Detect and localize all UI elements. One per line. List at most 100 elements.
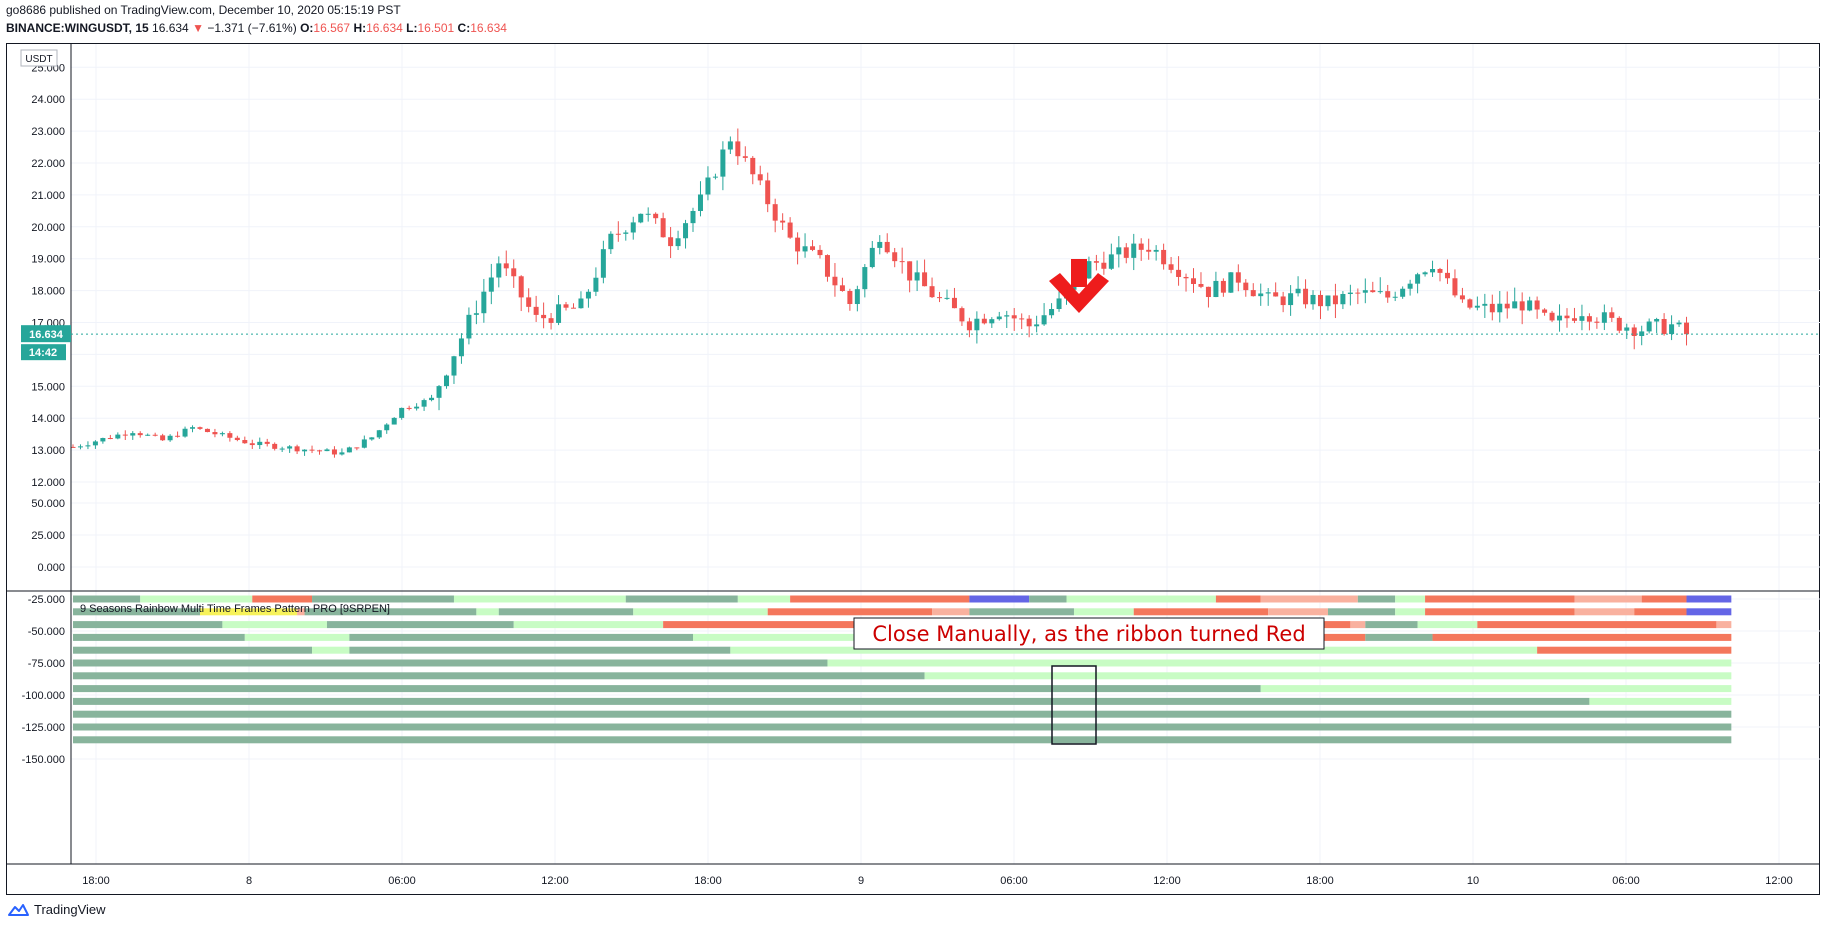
candle-body — [242, 440, 248, 444]
candle-body — [421, 400, 427, 407]
candle-body — [1280, 296, 1286, 306]
candle-body — [309, 449, 315, 451]
candle-body — [518, 276, 524, 298]
candle-body — [511, 268, 517, 277]
candle-body — [1011, 315, 1017, 319]
candle-body — [436, 386, 442, 398]
candle-body — [1519, 301, 1525, 311]
symbol-label[interactable]: BINANCE:WINGUSDT, 15 — [6, 21, 149, 35]
change-arrow-icon: ▼ — [192, 21, 204, 35]
candle-body — [817, 249, 823, 256]
candle-body — [1295, 288, 1301, 294]
candle-body — [1265, 292, 1271, 294]
candle-body — [1422, 272, 1428, 275]
highlight-box[interactable] — [1051, 665, 1097, 745]
candle-body — [1056, 298, 1062, 310]
candle-body — [675, 238, 681, 247]
candle-body — [175, 435, 181, 437]
ribbon-segment — [767, 608, 933, 616]
ribbon-segment — [1641, 595, 1687, 603]
candle-body — [1527, 300, 1533, 311]
candle-body — [578, 298, 584, 309]
candle-body — [1347, 292, 1353, 295]
candle-body — [1631, 327, 1637, 336]
candle-body — [623, 232, 629, 234]
ribbon-segment — [1365, 621, 1418, 629]
candle-body — [869, 247, 875, 268]
high-label: H: — [353, 21, 367, 35]
candle-body — [182, 428, 188, 437]
close-label: C: — [457, 21, 471, 35]
candle-body — [541, 314, 547, 319]
ribbon-segment — [1260, 595, 1358, 603]
candle-body — [122, 434, 128, 436]
candle-body — [951, 297, 957, 309]
candle-body — [1303, 288, 1309, 305]
candle-body — [406, 407, 412, 409]
candle-body — [1034, 324, 1040, 327]
candle-body — [937, 297, 943, 299]
currency-badge[interactable]: USDT — [20, 49, 58, 67]
candle-body — [690, 210, 696, 224]
candle-body — [922, 272, 928, 287]
high-value: 16.634 — [366, 21, 403, 35]
candle-body — [802, 246, 808, 252]
countdown-label: 14:42 — [29, 347, 57, 359]
candle-body — [735, 141, 741, 157]
candle-body — [1415, 274, 1421, 284]
candle-body — [757, 174, 763, 181]
candle-body — [167, 435, 173, 441]
candle-body — [399, 407, 405, 418]
ribbon-segment — [498, 608, 634, 616]
candle-body — [1444, 272, 1450, 279]
ribbon-segment — [1716, 621, 1732, 629]
candle-body — [974, 318, 980, 331]
candle-body — [1243, 282, 1249, 291]
candle-body — [787, 222, 793, 238]
candle-body — [1108, 254, 1114, 269]
low-label: L: — [406, 21, 418, 35]
candle-body — [369, 437, 375, 440]
candle-body — [444, 375, 449, 387]
ribbon-segment — [1537, 646, 1732, 654]
candle-body — [824, 255, 830, 277]
candle-body — [279, 448, 285, 450]
candle-body — [473, 313, 479, 315]
ribbon-segment — [1073, 608, 1134, 616]
candle-body — [1161, 249, 1167, 265]
candle-body — [503, 263, 509, 269]
ribbon-segment — [349, 633, 694, 641]
candle-body — [197, 427, 203, 429]
time-tick-label: 12:00 — [1765, 875, 1793, 887]
candle-body — [1153, 249, 1159, 252]
candle-body — [660, 218, 666, 238]
ribbon-segment — [326, 621, 514, 629]
indicator-name[interactable]: 9 Seasons Rainbow Multi Time Frames Patt… — [80, 603, 390, 615]
annotation-callout[interactable]: Close Manually, as the ribbon turned Red — [853, 617, 1325, 650]
price-tick-label: 13.000 — [31, 445, 65, 457]
candle-body — [727, 141, 733, 150]
candle-body — [1213, 280, 1219, 298]
ribbon-segment — [349, 646, 731, 654]
ribbon-segment — [1350, 621, 1366, 629]
candle-body — [160, 435, 166, 441]
annotation-text: Close Manually, as the ribbon turned Red — [872, 622, 1305, 646]
candle-body — [212, 432, 218, 435]
ribbon-segment — [1686, 608, 1732, 616]
candle-body — [1205, 286, 1211, 298]
candle-body — [959, 308, 965, 322]
ribbon-segment — [73, 621, 223, 629]
tradingview-logo[interactable]: TradingView — [6, 902, 106, 917]
candlesticks — [70, 128, 1690, 458]
ribbon-segment — [1066, 595, 1216, 603]
candle-body — [294, 446, 300, 452]
ribbon-segment — [1365, 633, 1433, 641]
candle-body — [324, 449, 330, 452]
candle-body — [1026, 318, 1032, 327]
ribbon-segment — [1215, 595, 1261, 603]
candle-body — [795, 237, 801, 252]
ribbon-segment — [827, 659, 1732, 667]
candle-body — [317, 450, 323, 452]
candle-body — [190, 427, 196, 429]
